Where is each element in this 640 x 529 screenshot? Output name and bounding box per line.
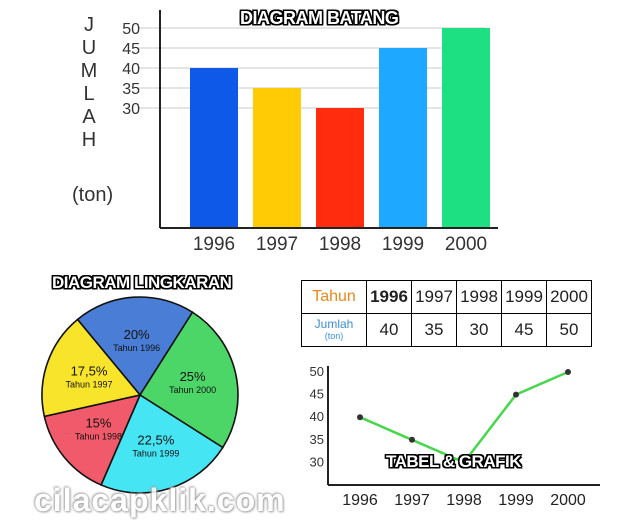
line-y-tick-label: 35	[310, 432, 324, 447]
pie-slice-percent: 22,5%	[137, 433, 174, 448]
pie-slice-label: Tahun 2000	[169, 385, 216, 395]
line-y-tick-label: 40	[310, 409, 324, 424]
table-value-cell: 30	[456, 313, 502, 347]
table-value-cell: 40	[366, 313, 412, 347]
line-x-tick-label: 1997	[394, 492, 430, 509]
y-label-letter: A	[82, 106, 98, 128]
table-year-cell: 1996	[366, 280, 412, 314]
table-header-label: Tahun	[301, 280, 367, 314]
bar-y-tick-label: 40	[122, 61, 140, 78]
table-year-cell: 1999	[501, 280, 547, 314]
y-label-letter: L	[83, 83, 97, 105]
table-year-cell: 1998	[456, 280, 502, 314]
pie-chart-title: DIAGRAM LINGKARAN	[52, 273, 232, 292]
y-label-letter: U	[81, 37, 99, 59]
pie-slice-percent: 17,5%	[71, 364, 108, 379]
table-row-label-unit: (ton)	[324, 331, 344, 341]
table-value-row: Jumlah (ton) 40 35 30 45 50	[301, 313, 592, 347]
pie-slice-tahun-1998	[43, 393, 142, 486]
line-x-tick-label: 1998	[446, 492, 482, 509]
bar-y-tick-label: 50	[122, 21, 140, 38]
bar-y-axis-unit: (ton)	[72, 184, 114, 206]
line-point-1998	[461, 459, 467, 466]
line-chart-title: TABEL & GRAFIK	[386, 452, 521, 471]
table-row-label: Jumlah (ton)	[301, 313, 367, 347]
bar-chart-title: DIAGRAM BATANG	[240, 8, 399, 28]
bar-x-tick-label: 1999	[382, 234, 424, 255]
table-value-cell: 35	[411, 313, 457, 347]
line-chart: 30 35 40 45 50 1996 1997 1998 1999 2000	[310, 364, 600, 509]
bar-x-tick-label: 1996	[193, 234, 235, 255]
bar-x-tick-label: 1998	[319, 234, 361, 255]
table-header-row: Tahun 1996 1997 1998 1999 2000	[301, 280, 592, 314]
pie-slice-label: Tahun 1999	[132, 449, 179, 459]
line-x-tick-label: 1999	[498, 492, 534, 509]
table-value-cell: 50	[546, 313, 592, 347]
line-x-tick-label: 2000	[550, 492, 586, 509]
bar-1999	[379, 48, 427, 228]
watermark: cilacapklik.com	[34, 482, 286, 518]
table-year-cell: 2000	[546, 280, 592, 314]
pie-slice-percent: 20%	[124, 327, 150, 342]
table-row-label-text: Jumlah	[314, 317, 354, 331]
bar-x-tick-label: 2000	[445, 234, 487, 255]
line-y-tick-label: 50	[310, 364, 324, 379]
pie-slice-label: Tahun 1996	[113, 343, 160, 353]
pie-slice-tahun-1996	[76, 296, 194, 397]
bar-1997	[253, 88, 301, 228]
y-label-letter: J	[84, 14, 96, 36]
table-value-cell: 45	[501, 313, 547, 347]
bar-x-tick-label: 1997	[256, 234, 298, 255]
y-label-letter: H	[81, 129, 99, 151]
line-y-tick-label: 45	[310, 387, 324, 402]
line-x-tick-label: 1996	[342, 492, 378, 509]
pie-slice-percent: 15%	[85, 415, 111, 430]
line-point-1997	[409, 436, 415, 443]
bar-chart: 30 35 40 45 50 1996 1997 1998 1999 2000	[122, 10, 498, 255]
bar-1996	[190, 68, 238, 228]
pie-slice-percent: 25%	[180, 369, 206, 384]
bar-1998	[316, 108, 364, 228]
line-series	[359, 370, 569, 464]
pie-slice-tahun-1997	[41, 318, 142, 418]
line-point-1999	[513, 391, 519, 398]
data-table: Tahun 1996 1997 1998 1999 2000 Jumlah (t…	[301, 280, 592, 347]
bar-2000	[442, 28, 490, 228]
pie-slice-label: Tahun 1997	[65, 380, 112, 390]
line-y-tick-label: 30	[310, 454, 324, 469]
line-point-2000	[565, 369, 571, 375]
bar-y-tick-label: 45	[122, 41, 140, 58]
bar-y-tick-label: 35	[122, 81, 140, 98]
pie-slice-tahun-2000	[138, 311, 239, 449]
line-point-1996	[357, 414, 363, 421]
y-label-letter: M	[80, 60, 100, 82]
pie-slice-tahun-1999	[100, 393, 224, 494]
bar-y-tick-label: 30	[122, 101, 140, 118]
pie-slice-label: Tahun 1998	[75, 431, 122, 441]
table-year-cell: 1997	[411, 280, 457, 314]
